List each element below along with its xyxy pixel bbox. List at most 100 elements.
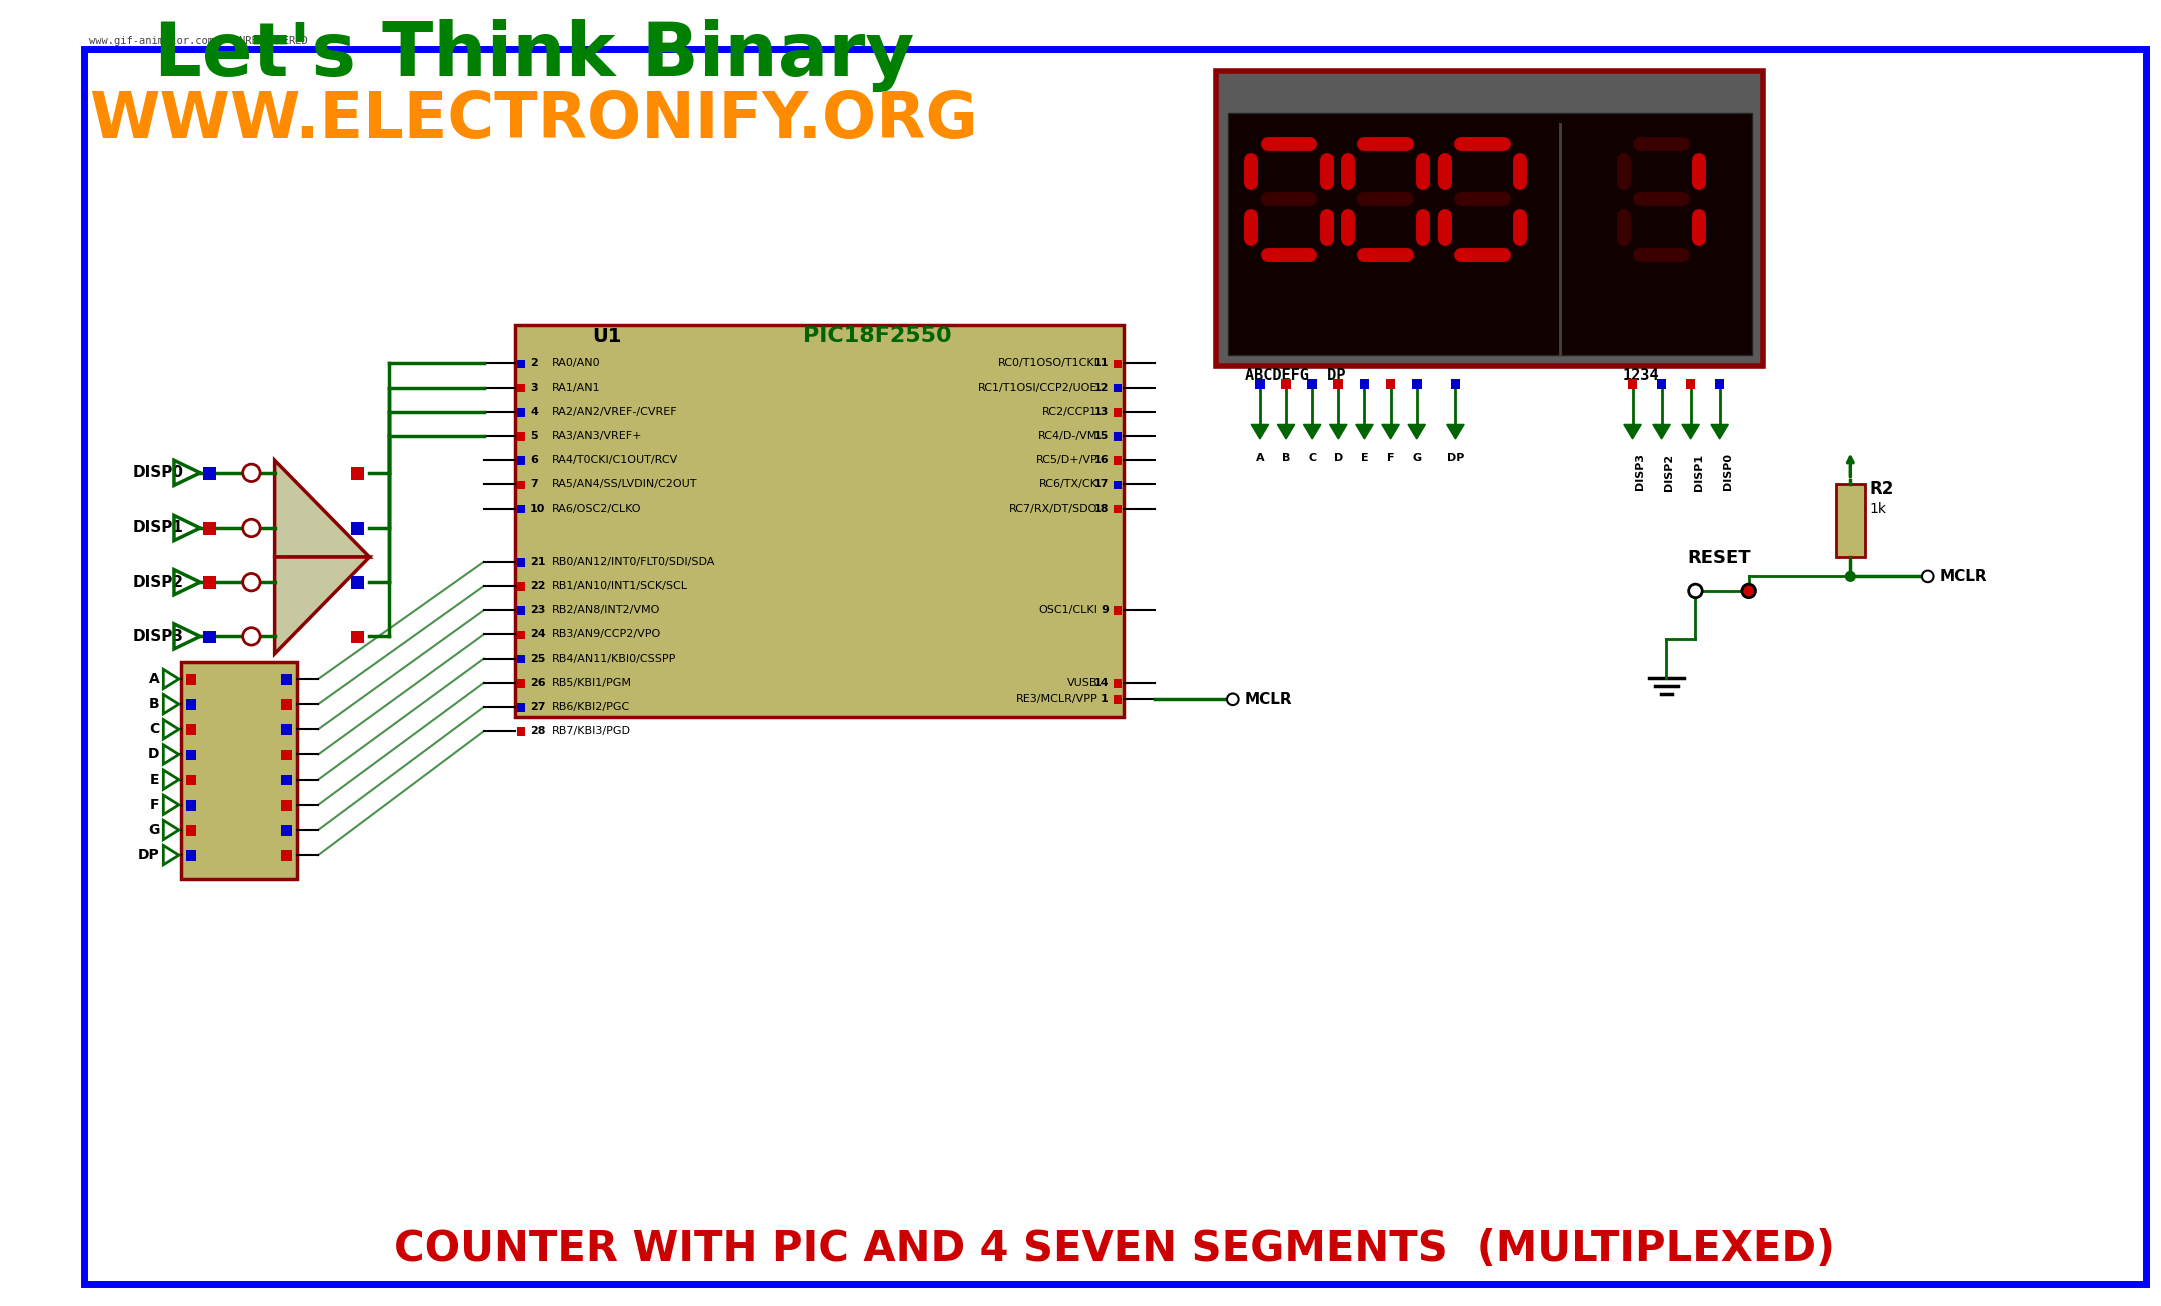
Bar bbox=[186, 850, 197, 861]
Text: D: D bbox=[1333, 453, 1342, 464]
Text: 23: 23 bbox=[529, 605, 545, 615]
Text: E: E bbox=[1361, 453, 1368, 464]
Text: 10: 10 bbox=[529, 504, 545, 513]
Bar bbox=[1113, 481, 1122, 490]
Text: DISP0: DISP0 bbox=[1722, 453, 1733, 491]
Text: www.gif-animator.com - UNREGISTERED: www.gif-animator.com - UNREGISTERED bbox=[89, 37, 307, 46]
Bar bbox=[516, 481, 525, 490]
Text: 28: 28 bbox=[529, 726, 545, 737]
Text: 12: 12 bbox=[1093, 383, 1109, 393]
Bar bbox=[1359, 379, 1370, 389]
Bar bbox=[516, 606, 525, 615]
Bar bbox=[1113, 679, 1122, 688]
Text: D: D bbox=[147, 747, 160, 761]
Bar bbox=[516, 407, 525, 417]
Text: DISP0: DISP0 bbox=[132, 465, 184, 481]
Polygon shape bbox=[1446, 424, 1465, 439]
Bar bbox=[1657, 379, 1666, 389]
Text: RC4/D-/VM: RC4/D-/VM bbox=[1037, 431, 1098, 441]
Text: E: E bbox=[149, 773, 160, 786]
Text: 24: 24 bbox=[529, 629, 547, 640]
Polygon shape bbox=[1623, 424, 1640, 439]
Bar bbox=[1113, 432, 1122, 441]
Bar bbox=[1113, 407, 1122, 417]
Bar bbox=[516, 384, 525, 393]
Text: 9: 9 bbox=[1102, 605, 1109, 615]
Bar bbox=[516, 504, 525, 513]
Bar bbox=[516, 654, 525, 663]
Bar bbox=[1217, 71, 1763, 367]
Polygon shape bbox=[1681, 424, 1699, 439]
Bar bbox=[516, 456, 525, 465]
Circle shape bbox=[1742, 584, 1755, 598]
Text: RC7/RX/DT/SDO: RC7/RX/DT/SDO bbox=[1009, 504, 1098, 513]
Text: ABCDEFG  DP: ABCDEFG DP bbox=[1245, 368, 1346, 383]
Text: 18: 18 bbox=[1093, 504, 1109, 513]
Text: RA4/T0CKI/C1OUT/RCV: RA4/T0CKI/C1OUT/RCV bbox=[551, 456, 679, 465]
Text: 17: 17 bbox=[1093, 479, 1109, 490]
Bar bbox=[1113, 359, 1122, 368]
Text: DP: DP bbox=[1446, 453, 1465, 464]
Text: RA6/OSC2/CLKO: RA6/OSC2/CLKO bbox=[551, 504, 642, 513]
Text: RC1/T1OSI/CCP2/UOE: RC1/T1OSI/CCP2/UOE bbox=[979, 383, 1098, 393]
Text: RA2/AN2/VREF-/CVREF: RA2/AN2/VREF-/CVREF bbox=[551, 407, 676, 417]
Text: MCLR: MCLR bbox=[1938, 569, 1986, 584]
Polygon shape bbox=[1303, 424, 1320, 439]
Text: RC0/T1OSO/T1CKI: RC0/T1OSO/T1CKI bbox=[998, 358, 1098, 368]
Bar bbox=[281, 725, 292, 735]
Circle shape bbox=[242, 520, 259, 537]
Text: 1234: 1234 bbox=[1623, 368, 1660, 383]
Text: MCLR: MCLR bbox=[1245, 692, 1292, 707]
Text: 7: 7 bbox=[529, 479, 538, 490]
Bar bbox=[182, 662, 296, 879]
Bar bbox=[516, 582, 525, 590]
Text: RB7/KBI3/PGD: RB7/KBI3/PGD bbox=[551, 726, 631, 737]
Bar bbox=[281, 699, 292, 710]
Bar bbox=[1837, 485, 1865, 558]
Text: Let's Think Binary: Let's Think Binary bbox=[153, 20, 914, 93]
Text: RB0/AN12/INT0/FLT0/SDI/SDA: RB0/AN12/INT0/FLT0/SDI/SDA bbox=[551, 556, 715, 567]
Text: A: A bbox=[149, 673, 160, 686]
Bar bbox=[186, 699, 197, 710]
Bar bbox=[516, 631, 525, 640]
Text: COUNTER WITH PIC AND 4 SEVEN SEGMENTS  (MULTIPLEXED): COUNTER WITH PIC AND 4 SEVEN SEGMENTS (M… bbox=[393, 1228, 1835, 1269]
Bar bbox=[1411, 379, 1422, 389]
Text: DISP2: DISP2 bbox=[132, 575, 184, 590]
Text: C: C bbox=[1307, 453, 1316, 464]
Text: G: G bbox=[149, 823, 160, 837]
Text: RA0/AN0: RA0/AN0 bbox=[551, 358, 601, 368]
Text: RA5/AN4/SS/LVDIN/C2OUT: RA5/AN4/SS/LVDIN/C2OUT bbox=[551, 479, 698, 490]
Text: 15: 15 bbox=[1093, 431, 1109, 441]
Circle shape bbox=[1688, 584, 1703, 598]
Bar bbox=[281, 850, 292, 861]
Text: 6: 6 bbox=[529, 456, 538, 465]
Text: G: G bbox=[1411, 453, 1422, 464]
Bar bbox=[186, 674, 197, 684]
Bar bbox=[186, 725, 197, 735]
Bar bbox=[1113, 504, 1122, 513]
Bar bbox=[1281, 379, 1290, 389]
Text: RC5/D+/VP: RC5/D+/VP bbox=[1035, 456, 1098, 465]
Text: 26: 26 bbox=[529, 678, 547, 688]
Text: 21: 21 bbox=[529, 556, 545, 567]
Bar bbox=[281, 674, 292, 684]
Text: 2: 2 bbox=[529, 358, 538, 368]
Text: 3: 3 bbox=[529, 383, 538, 393]
Text: RA1/AN1: RA1/AN1 bbox=[551, 383, 601, 393]
Text: 1: 1 bbox=[1102, 695, 1109, 704]
Text: RC6/TX/CK: RC6/TX/CK bbox=[1039, 479, 1098, 490]
Circle shape bbox=[242, 464, 259, 482]
Bar bbox=[281, 801, 292, 811]
Text: WWW.ELECTRONIFY.ORG: WWW.ELECTRONIFY.ORG bbox=[89, 89, 979, 150]
Text: B: B bbox=[1281, 453, 1290, 464]
Text: 4: 4 bbox=[529, 407, 538, 417]
Bar bbox=[516, 703, 525, 712]
Bar bbox=[516, 679, 525, 688]
Text: DP: DP bbox=[138, 848, 160, 862]
Circle shape bbox=[1921, 571, 1934, 582]
Bar bbox=[186, 801, 197, 811]
Polygon shape bbox=[1409, 424, 1426, 439]
Bar bbox=[1227, 112, 1753, 355]
Text: DISP2: DISP2 bbox=[1664, 453, 1675, 491]
Bar bbox=[1307, 379, 1316, 389]
